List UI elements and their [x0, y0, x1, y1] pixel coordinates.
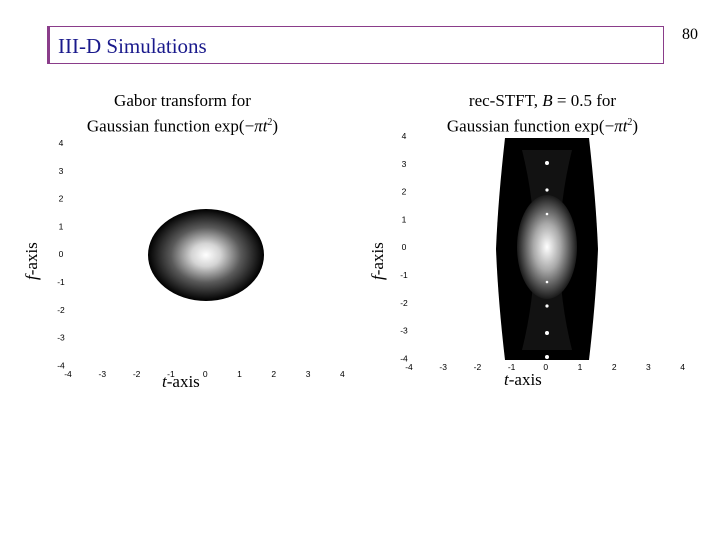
- panel2-ytick-label: -3: [400, 326, 408, 336]
- ripple-dot: [545, 161, 549, 165]
- panel1-ytick-label: -2: [57, 305, 65, 315]
- panel1-caption: Gabor transform for Gaussian function ex…: [60, 90, 305, 138]
- panel2-ytick-label: 2: [402, 187, 407, 197]
- panel1-xtick-label: 3: [306, 369, 311, 379]
- panel1-xtick-label: 2: [271, 369, 276, 379]
- ripple-dot: [545, 212, 549, 216]
- panel2-xtick-label: -3: [439, 362, 447, 372]
- panel1-ytick-label: 1: [59, 221, 64, 231]
- panel2-caption: rec-STFT, B = 0.5 for Gaussian function …: [420, 90, 665, 138]
- panel1-ytick-label: -1: [57, 277, 65, 287]
- panel1-xtick-label: -4: [64, 369, 72, 379]
- panel1-ytick-label: 2: [59, 194, 64, 204]
- panel2-ytick-label: 4: [402, 131, 407, 141]
- panel1-xtick-label: -3: [99, 369, 107, 379]
- panel1-ytick-label: -4: [57, 360, 65, 370]
- panel1-ytick-label: 4: [59, 138, 64, 148]
- panel1-ytick-label: 3: [59, 166, 64, 176]
- panel1-ticks: -4 -3 -2 -1 0 1 2 3 4 4 3 2 1 0 -1 -2 -3 -4: [57, 138, 345, 379]
- panel2-ytick-label: 0: [402, 242, 407, 252]
- panel2-xtick-label: 3: [646, 362, 651, 372]
- panel1-caption-line2: Gaussian function exp(−πt2): [86, 116, 279, 136]
- panel2-xtick-label: -1: [508, 362, 516, 372]
- panel2-ytick-label: 3: [402, 159, 407, 169]
- panel2-ytick-label: 1: [402, 214, 407, 224]
- panel2-xtick-label: 1: [578, 362, 583, 372]
- ripple-dot: [545, 188, 549, 192]
- panel2-xtick-label: 4: [680, 362, 685, 372]
- panel2-xtick-label: 2: [612, 362, 617, 372]
- panel1-xtick-label: 0: [203, 369, 208, 379]
- panel2-xlabel: t-axis: [504, 370, 542, 389]
- ripple-dot: [545, 280, 549, 284]
- page-number: 80: [682, 26, 698, 43]
- panel1-ytick-label: 0: [59, 249, 64, 259]
- panel1-xtick-label: -1: [167, 369, 175, 379]
- panel2-ytick-label: -2: [400, 298, 408, 308]
- rec-stft-ripple-dots: [545, 161, 549, 359]
- panel2-xtick-label: -2: [474, 362, 482, 372]
- panel2-xtick-label: 0: [543, 362, 548, 372]
- ripple-dot: [545, 304, 549, 308]
- ripple-dot: [545, 331, 549, 335]
- rec-stft-central-peak: [517, 195, 577, 299]
- slide-title: III-D Simulations: [58, 34, 207, 58]
- panel2-ticks: -4 -3 -2 -1 0 1 2 3 4 4 3 2 1 0 -1 -2 -3 -4: [400, 131, 685, 372]
- panel2-ytick-label: -4: [400, 353, 408, 363]
- panel1-plot: [148, 209, 264, 301]
- panel1-xtick-label: 4: [340, 369, 345, 379]
- panel2-ytick-label: -1: [400, 270, 408, 280]
- panel2-xtick-label: -4: [405, 362, 413, 372]
- title-box: III-D Simulations: [47, 26, 664, 64]
- gabor-gaussian-blob: [148, 209, 264, 301]
- panel2-caption-line1: rec-STFT, B = 0.5 for: [468, 91, 617, 110]
- panel1-xlabel: t-axis: [162, 372, 200, 391]
- panel1-xtick-label: 1: [237, 369, 242, 379]
- ripple-dot: [545, 355, 549, 359]
- panel1-ytick-label: -3: [57, 333, 65, 343]
- panel1-caption-line1: Gabor transform for: [114, 91, 251, 110]
- panel1-xtick-label: -2: [133, 369, 141, 379]
- panel2-plot: [496, 138, 598, 360]
- panel2-caption-line2: Gaussian function exp(−πt2): [446, 116, 639, 136]
